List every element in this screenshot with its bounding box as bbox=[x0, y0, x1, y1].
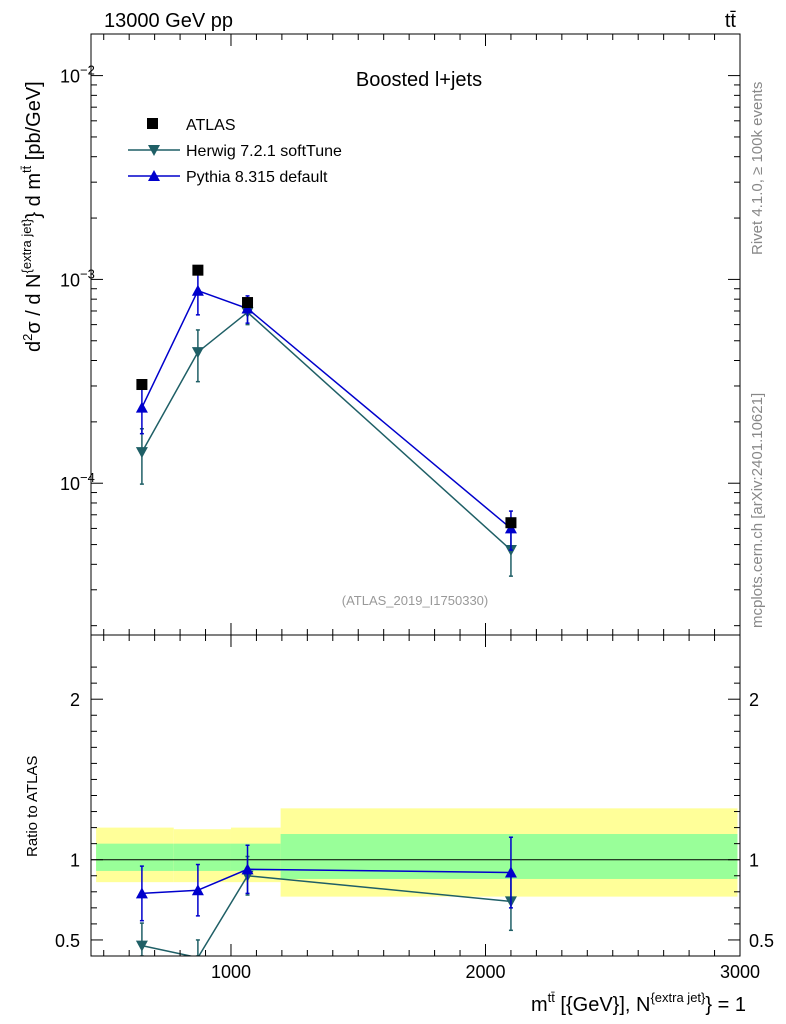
mcplots-label: mcplots.cern.ch [arXiv:2401.10621] bbox=[749, 393, 766, 628]
herwig-line bbox=[141, 311, 512, 551]
ratio-y-tick-label-left: 0.5 bbox=[55, 931, 80, 951]
ratio-pythia-point bbox=[504, 866, 517, 878]
beam-label: 13000 GeV pp bbox=[104, 10, 233, 32]
ratio-pythia-line bbox=[141, 868, 511, 895]
ratio-uncertainty-bands bbox=[96, 808, 738, 897]
pythia-point bbox=[135, 401, 148, 413]
atlas-point bbox=[136, 379, 148, 391]
legend-herwig-label: Herwig 7.2.1 softTune bbox=[186, 143, 342, 160]
ratio-y-tick-label-right: 1 bbox=[749, 851, 759, 871]
ratio-y-tick-label-left: 2 bbox=[70, 690, 80, 710]
ratio-y-tick-label-left: 1 bbox=[70, 851, 80, 871]
ratio-band-inner bbox=[96, 843, 174, 871]
atlas-point bbox=[505, 517, 517, 529]
legend-atlas-label: ATLAS bbox=[186, 117, 236, 134]
process-label: tt̄ bbox=[725, 10, 737, 32]
ratio-series-layer bbox=[135, 836, 517, 956]
ratio-herwig-line bbox=[141, 875, 511, 956]
herwig-point bbox=[135, 447, 148, 459]
x-axis-label: mtt̄ [{GeV}], N{extra jet}} = 1 bbox=[531, 990, 746, 1016]
ratio-pythia-point bbox=[135, 887, 148, 899]
legend: ATLAS Herwig 7.2.1 softTune Pythia 8.315… bbox=[128, 117, 342, 186]
ratio-band-inner bbox=[230, 843, 281, 871]
main-series-layer bbox=[135, 264, 517, 577]
ratio-y-label: Ratio to ATLAS bbox=[24, 756, 41, 857]
ratio-y-tick-label-right: 2 bbox=[749, 690, 759, 710]
ratio-y-tick-label-right: 0.5 bbox=[749, 931, 774, 951]
herwig-point bbox=[191, 347, 204, 359]
pythia-line bbox=[141, 289, 512, 529]
ratio-herwig-point bbox=[135, 940, 148, 952]
main-y-tick-label: 10−2 bbox=[60, 63, 95, 87]
chart-title: Boosted l+jets bbox=[356, 69, 482, 91]
legend-pythia-label: Pythia 8.315 default bbox=[186, 169, 328, 186]
main-y-label: d2σ / d N{extra jet}} d mtt̄ [pb/GeV] bbox=[19, 81, 45, 352]
legend-pythia-marker bbox=[148, 170, 160, 181]
atlas-point bbox=[192, 264, 204, 276]
analysis-id: (ATLAS_2019_I1750330) bbox=[342, 593, 488, 608]
rivet-label: Rivet 4.1.0, ≥ 100k events bbox=[749, 82, 766, 255]
ratio-plot-frame bbox=[90, 634, 741, 957]
atlas-point bbox=[242, 297, 254, 309]
axis-tick-labels: 1000 2000 3000 10−2 10−3 10−4 2 2 1 1 0.5 0.5 bbox=[55, 63, 774, 982]
ratio-pythia-point bbox=[241, 863, 254, 875]
x-tick-label: 2000 bbox=[465, 962, 505, 982]
main-y-tick-label: 10−3 bbox=[60, 266, 95, 290]
legend-herwig-marker bbox=[148, 145, 160, 156]
x-tick-label: 3000 bbox=[720, 962, 760, 982]
legend-atlas-marker bbox=[147, 118, 158, 129]
pythia-point bbox=[191, 284, 204, 296]
main-y-tick-label: 10−4 bbox=[60, 470, 95, 494]
axis-ticks bbox=[91, 34, 741, 956]
ratio-pythia-point bbox=[191, 884, 204, 896]
x-tick-label: 1000 bbox=[211, 962, 251, 982]
ratio-band-inner bbox=[173, 843, 231, 871]
